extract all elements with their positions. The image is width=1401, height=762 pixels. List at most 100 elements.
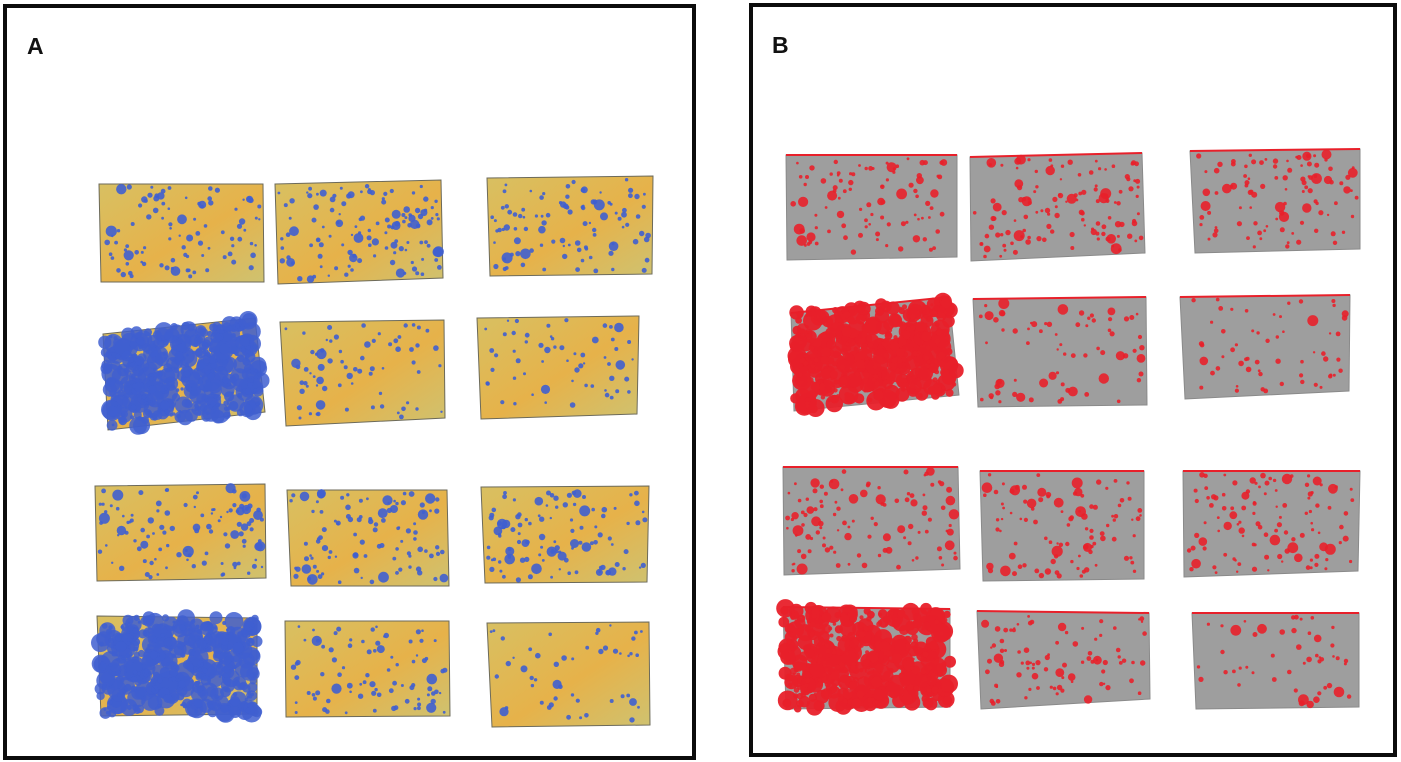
- droplet-stain: [1060, 510, 1064, 513]
- droplet-stain: [1095, 221, 1101, 226]
- droplet-stain: [1223, 473, 1227, 477]
- droplet-stain: [148, 412, 153, 418]
- droplet-stain: [896, 188, 907, 200]
- droplet-stain: [1102, 659, 1108, 666]
- droplet-stain: [431, 691, 436, 696]
- droplet-stain: [494, 353, 499, 358]
- droplet-stain: [1054, 212, 1060, 219]
- droplet-stain: [871, 377, 876, 382]
- droplet-stain: [842, 189, 847, 194]
- droplet-stain: [937, 671, 943, 677]
- droplet-stain: [320, 672, 325, 677]
- droplet-stain: [903, 469, 909, 475]
- card-edge: [1189, 148, 1361, 152]
- droplet-stain: [1078, 209, 1085, 215]
- droplet-stain: [186, 558, 189, 562]
- droplet-stain: [899, 306, 903, 310]
- droplet-stain: [125, 653, 131, 659]
- droplet-stain: [1230, 182, 1238, 190]
- droplet-stain: [220, 637, 229, 646]
- droplet-stain: [921, 626, 925, 631]
- droplet-stain: [550, 575, 553, 579]
- droplet-stain: [836, 635, 842, 642]
- droplet-stain: [861, 331, 868, 338]
- droplet-stain: [294, 701, 298, 704]
- droplet-stain: [580, 205, 585, 209]
- droplet-stain: [352, 552, 359, 559]
- droplet-stain: [413, 530, 418, 535]
- droplet-stain: [246, 195, 253, 203]
- droplet-stain: [614, 347, 619, 351]
- droplet-stain: [97, 662, 107, 671]
- droplet-stain: [582, 221, 588, 227]
- droplet-stain: [1122, 353, 1129, 359]
- droplet-stain: [230, 368, 249, 387]
- droplet-stain: [196, 639, 207, 649]
- droplet-stain: [790, 393, 801, 404]
- droplet-stain: [800, 701, 804, 706]
- droplet-stain: [593, 268, 599, 274]
- droplet-stain: [1247, 177, 1251, 180]
- droplet-stain: [1076, 566, 1080, 571]
- droplet-stain: [414, 207, 421, 214]
- droplet-stain: [786, 638, 792, 645]
- droplet-stain: [1067, 159, 1073, 165]
- droplet-stain: [243, 620, 255, 632]
- droplet-stain: [489, 348, 495, 353]
- droplet-stain: [885, 682, 901, 698]
- droplet-stain: [854, 371, 860, 377]
- droplet-stain: [1117, 655, 1121, 659]
- droplet-stain: [570, 539, 579, 548]
- droplet-stain: [1286, 241, 1290, 245]
- droplet-stain: [149, 560, 154, 566]
- droplet-stain: [176, 413, 181, 419]
- droplet-stain: [116, 649, 119, 652]
- droplet-stain: [1060, 164, 1065, 168]
- droplet-stain: [1031, 321, 1038, 328]
- droplet-stain: [425, 493, 436, 504]
- droplet-stain: [1059, 343, 1063, 347]
- droplet-stain: [801, 615, 805, 619]
- droplet-stain: [223, 677, 231, 685]
- droplet-stain: [882, 547, 888, 553]
- droplet-stain: [827, 190, 838, 201]
- droplet-stain: [238, 218, 246, 225]
- droplet-stain: [613, 506, 617, 510]
- droplet-stain: [207, 246, 211, 250]
- droplet-stain: [930, 482, 935, 487]
- droplet-stain: [891, 653, 902, 664]
- droplet-stain: [119, 565, 125, 571]
- droplet-stain: [889, 362, 895, 368]
- droplet-stain: [788, 651, 791, 654]
- droplet-stain: [830, 349, 834, 353]
- droplet-stain: [986, 158, 997, 168]
- droplet-stain: [1260, 472, 1266, 479]
- droplet-stain: [184, 549, 188, 552]
- droplet-stain: [145, 350, 150, 354]
- droplet-stain: [805, 534, 812, 540]
- droplet-stain: [806, 399, 825, 417]
- droplet-stain: [327, 555, 331, 560]
- droplet-stain: [877, 553, 882, 558]
- droplet-stain: [1230, 624, 1242, 636]
- droplet-stain: [998, 309, 1006, 317]
- droplet-stain: [130, 362, 135, 368]
- droplet-stain: [115, 394, 119, 399]
- droplet-stain: [545, 212, 551, 218]
- droplet-stain: [804, 244, 807, 247]
- droplet-stain: [1131, 220, 1138, 227]
- droplet-stain: [1245, 366, 1252, 373]
- droplet-stain: [897, 525, 906, 534]
- droplet-stain: [940, 159, 948, 166]
- droplet-stain: [96, 691, 105, 701]
- droplet-stain: [171, 625, 175, 630]
- droplet-stain: [106, 405, 118, 417]
- card-surface: [979, 470, 1145, 582]
- droplet-stain: [845, 342, 849, 346]
- droplet-stain: [870, 654, 879, 663]
- droplet-stain: [864, 357, 869, 361]
- droplet-stain: [415, 223, 421, 229]
- droplet-stain: [1198, 341, 1204, 347]
- droplet-stain: [1081, 189, 1087, 195]
- droplet-stain: [1001, 210, 1007, 216]
